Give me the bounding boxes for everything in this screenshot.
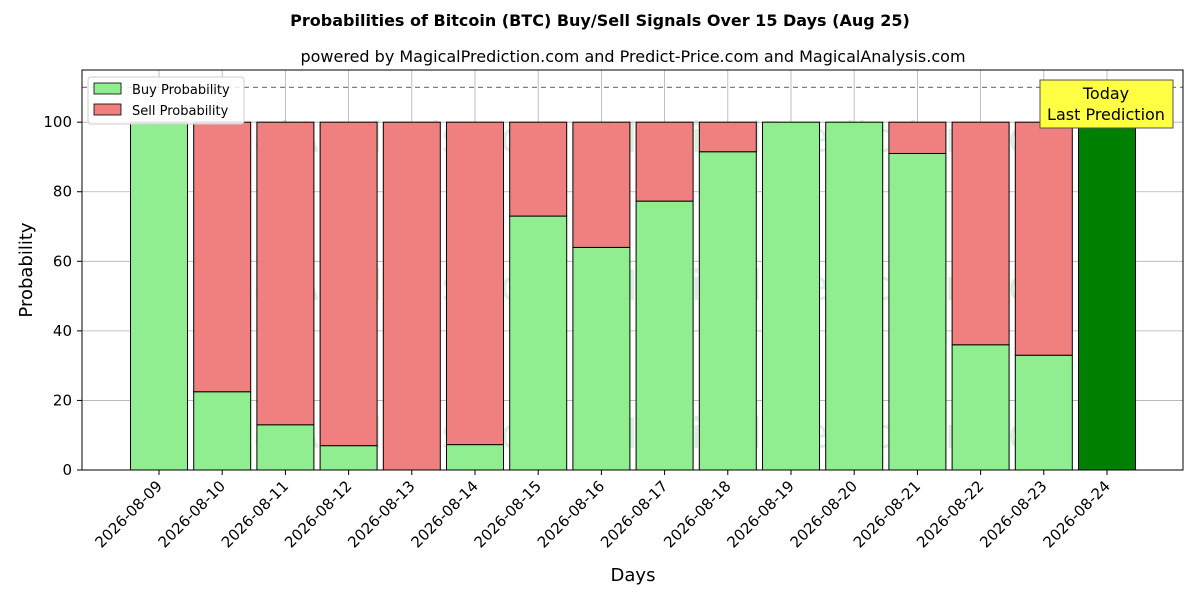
bar-sell	[572, 121, 631, 248]
x-axis-label: Days	[611, 565, 656, 586]
bar-sell	[256, 121, 315, 426]
today-annotation: Today Last Prediction	[1039, 79, 1174, 129]
today-annotation-line2: Last Prediction	[1047, 105, 1165, 124]
bar-sell	[446, 121, 504, 446]
bar-sell	[1014, 121, 1073, 356]
y-tick-label: 100	[43, 113, 72, 131]
x-tick-label: 2026-08-18	[660, 477, 734, 551]
y-axis-label: Probability	[16, 222, 37, 317]
legend-label-sell: Sell Probability	[132, 104, 229, 119]
legend: Buy Probability Sell Probability	[87, 76, 245, 125]
bar-buy	[888, 152, 947, 471]
x-tick-label: 2026-08-14	[407, 477, 481, 551]
y-tick-label: 20	[53, 391, 72, 409]
bar-buy	[698, 151, 757, 471]
legend-swatch-buy	[93, 82, 122, 95]
legend-label-buy: Buy Probability	[132, 83, 230, 98]
x-tick-label: 2026-08-15	[471, 477, 545, 551]
bar-sell	[193, 121, 252, 393]
bar-buy	[635, 200, 694, 471]
y-tick-label: 60	[53, 252, 72, 270]
bar-buy	[1014, 354, 1073, 471]
y-tick-label: 80	[53, 183, 72, 201]
bar-sell	[888, 121, 947, 154]
x-tick-label: 2026-08-20	[787, 477, 861, 551]
x-tick-label: 2026-08-21	[850, 477, 924, 551]
x-tick-label: 2026-08-09	[91, 477, 165, 551]
x-tick-label: 2026-08-24	[1039, 477, 1113, 551]
bar-buy	[1078, 121, 1136, 471]
bar-buy	[762, 121, 820, 471]
today-annotation-box	[1039, 79, 1174, 129]
x-tick-label: 2026-08-17	[597, 477, 671, 551]
bar-sell	[635, 121, 694, 202]
x-tick-label: 2026-08-19	[723, 477, 797, 551]
x-tick-label: 2026-08-10	[155, 477, 229, 551]
today-annotation-line1: Today	[1082, 84, 1129, 103]
legend-swatch-sell	[93, 103, 122, 116]
y-tick-label: 0	[62, 461, 72, 479]
x-tick-label: 2026-08-11	[218, 477, 292, 551]
bar-buy	[825, 121, 884, 471]
x-tick-label: 2026-08-16	[534, 477, 608, 551]
x-tick-label: 2026-08-22	[913, 477, 987, 551]
y-tick-label: 40	[53, 322, 72, 340]
chart-title: Probabilities of Bitcoin (BTC) Buy/Sell …	[290, 11, 910, 30]
bar-buy	[572, 246, 631, 471]
x-tick-label: 2026-08-23	[976, 477, 1050, 551]
bar-sell	[698, 121, 757, 153]
bar-buy	[509, 215, 568, 471]
bar-buy	[193, 391, 252, 471]
bar-sell	[382, 121, 441, 471]
plot-frame	[81, 69, 1184, 471]
x-tick-label: 2026-08-13	[344, 477, 418, 551]
chart-subtitle: powered by MagicalPrediction.com and Pre…	[300, 47, 965, 66]
bar-buy	[951, 344, 1010, 471]
bar-buy	[130, 121, 188, 471]
bars	[130, 121, 1136, 471]
bar-buy	[256, 424, 315, 471]
bar-sell	[319, 121, 378, 447]
bar-sell	[951, 121, 1010, 346]
bar-sell	[509, 121, 568, 217]
bar-buy	[319, 445, 378, 471]
legend-box	[87, 76, 245, 125]
bar-buy	[446, 444, 504, 471]
x-tick-label: 2026-08-12	[281, 477, 355, 551]
